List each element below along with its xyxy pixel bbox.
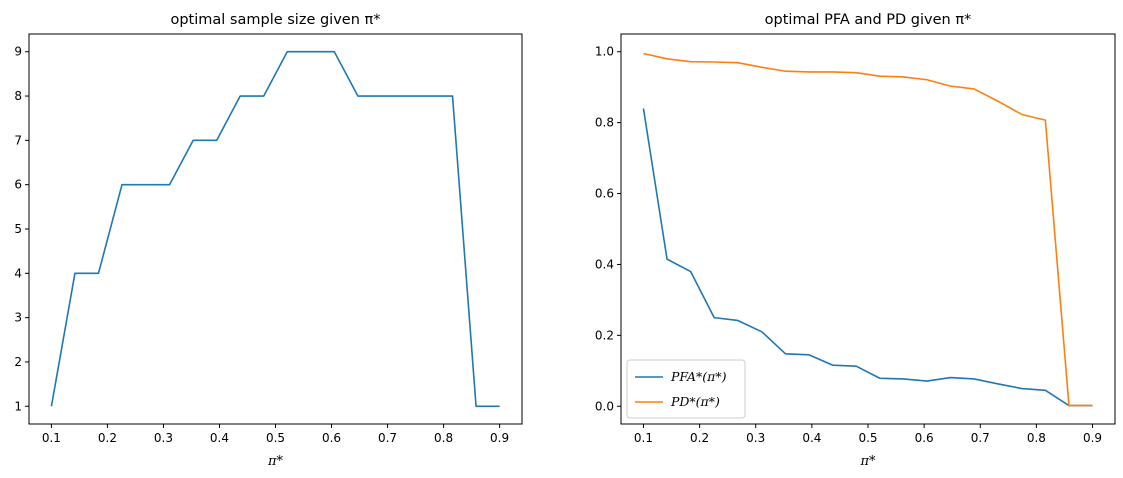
- series-line-1: [50, 50, 500, 408]
- x-axis-label: π*: [859, 454, 876, 469]
- y-tick-label: 1.0: [595, 45, 614, 59]
- y-tick-label: 0.6: [595, 187, 614, 201]
- x-tick-label: 0.7: [971, 431, 990, 445]
- y-tick-label: 8: [14, 89, 22, 103]
- x-tick-label: 0.8: [1027, 431, 1046, 445]
- y-tick-label: 3: [14, 311, 22, 325]
- x-tick-label: 0.2: [690, 431, 709, 445]
- legend-box: [626, 359, 746, 419]
- series-line-1: [642, 108, 1093, 407]
- chart-title: optimal PFA and PD given π*: [765, 12, 972, 28]
- x-tick-label: 0.2: [98, 431, 117, 445]
- chart-panel-2: optimal PFA and PD given π* 0.1 0.2 0.3 0.4 0…: [595, 12, 1116, 469]
- series-line-2: [643, 52, 1093, 407]
- x-tick-label: 0.6: [915, 431, 934, 445]
- y-tick-label: 5: [14, 222, 22, 236]
- x-tick-label: 0.6: [322, 431, 341, 445]
- x-tick-label: 0.8: [434, 431, 453, 445]
- x-tick-label: 0.3: [746, 431, 765, 445]
- y-tick-label: 2: [14, 355, 22, 369]
- x-tick-label: 0.5: [266, 431, 285, 445]
- chart-panel-1: optimal sample size given π* 0.1 0.2 0.3 0.4…: [14, 12, 523, 469]
- x-tick-label: 0.1: [42, 431, 61, 445]
- x-axis-label: π*: [267, 454, 284, 469]
- x-tick-label: 0.1: [634, 431, 653, 445]
- y-tick-label: 0.4: [595, 257, 614, 271]
- x-tick-label: 0.9: [490, 431, 509, 445]
- x-tick-label: 0.3: [154, 431, 173, 445]
- x-tick-label: 0.4: [802, 431, 821, 445]
- legend: PFA*(π*) PD*(π*): [626, 359, 746, 419]
- legend-label: PD*(π*): [670, 394, 720, 409]
- y-tick-label: 9: [14, 45, 22, 59]
- y-tick-label: 0.2: [595, 328, 614, 342]
- x-tick-label: 0.4: [210, 431, 229, 445]
- y-tick-label: 1: [14, 399, 22, 413]
- y-tick-label: 0.0: [595, 399, 614, 413]
- y-tick-label: 6: [14, 178, 22, 192]
- y-tick-label: 4: [14, 266, 22, 280]
- chart-title: optimal sample size given π*: [170, 12, 380, 28]
- y-tick-label: 7: [14, 133, 22, 147]
- x-tick-label: 0.5: [858, 431, 877, 445]
- legend-label: PFA*(π*): [670, 369, 727, 384]
- y-tick-label: 0.8: [595, 116, 614, 130]
- x-tick-label: 0.9: [1083, 431, 1102, 445]
- plot-area-frame: [28, 33, 523, 425]
- x-tick-label: 0.7: [378, 431, 397, 445]
